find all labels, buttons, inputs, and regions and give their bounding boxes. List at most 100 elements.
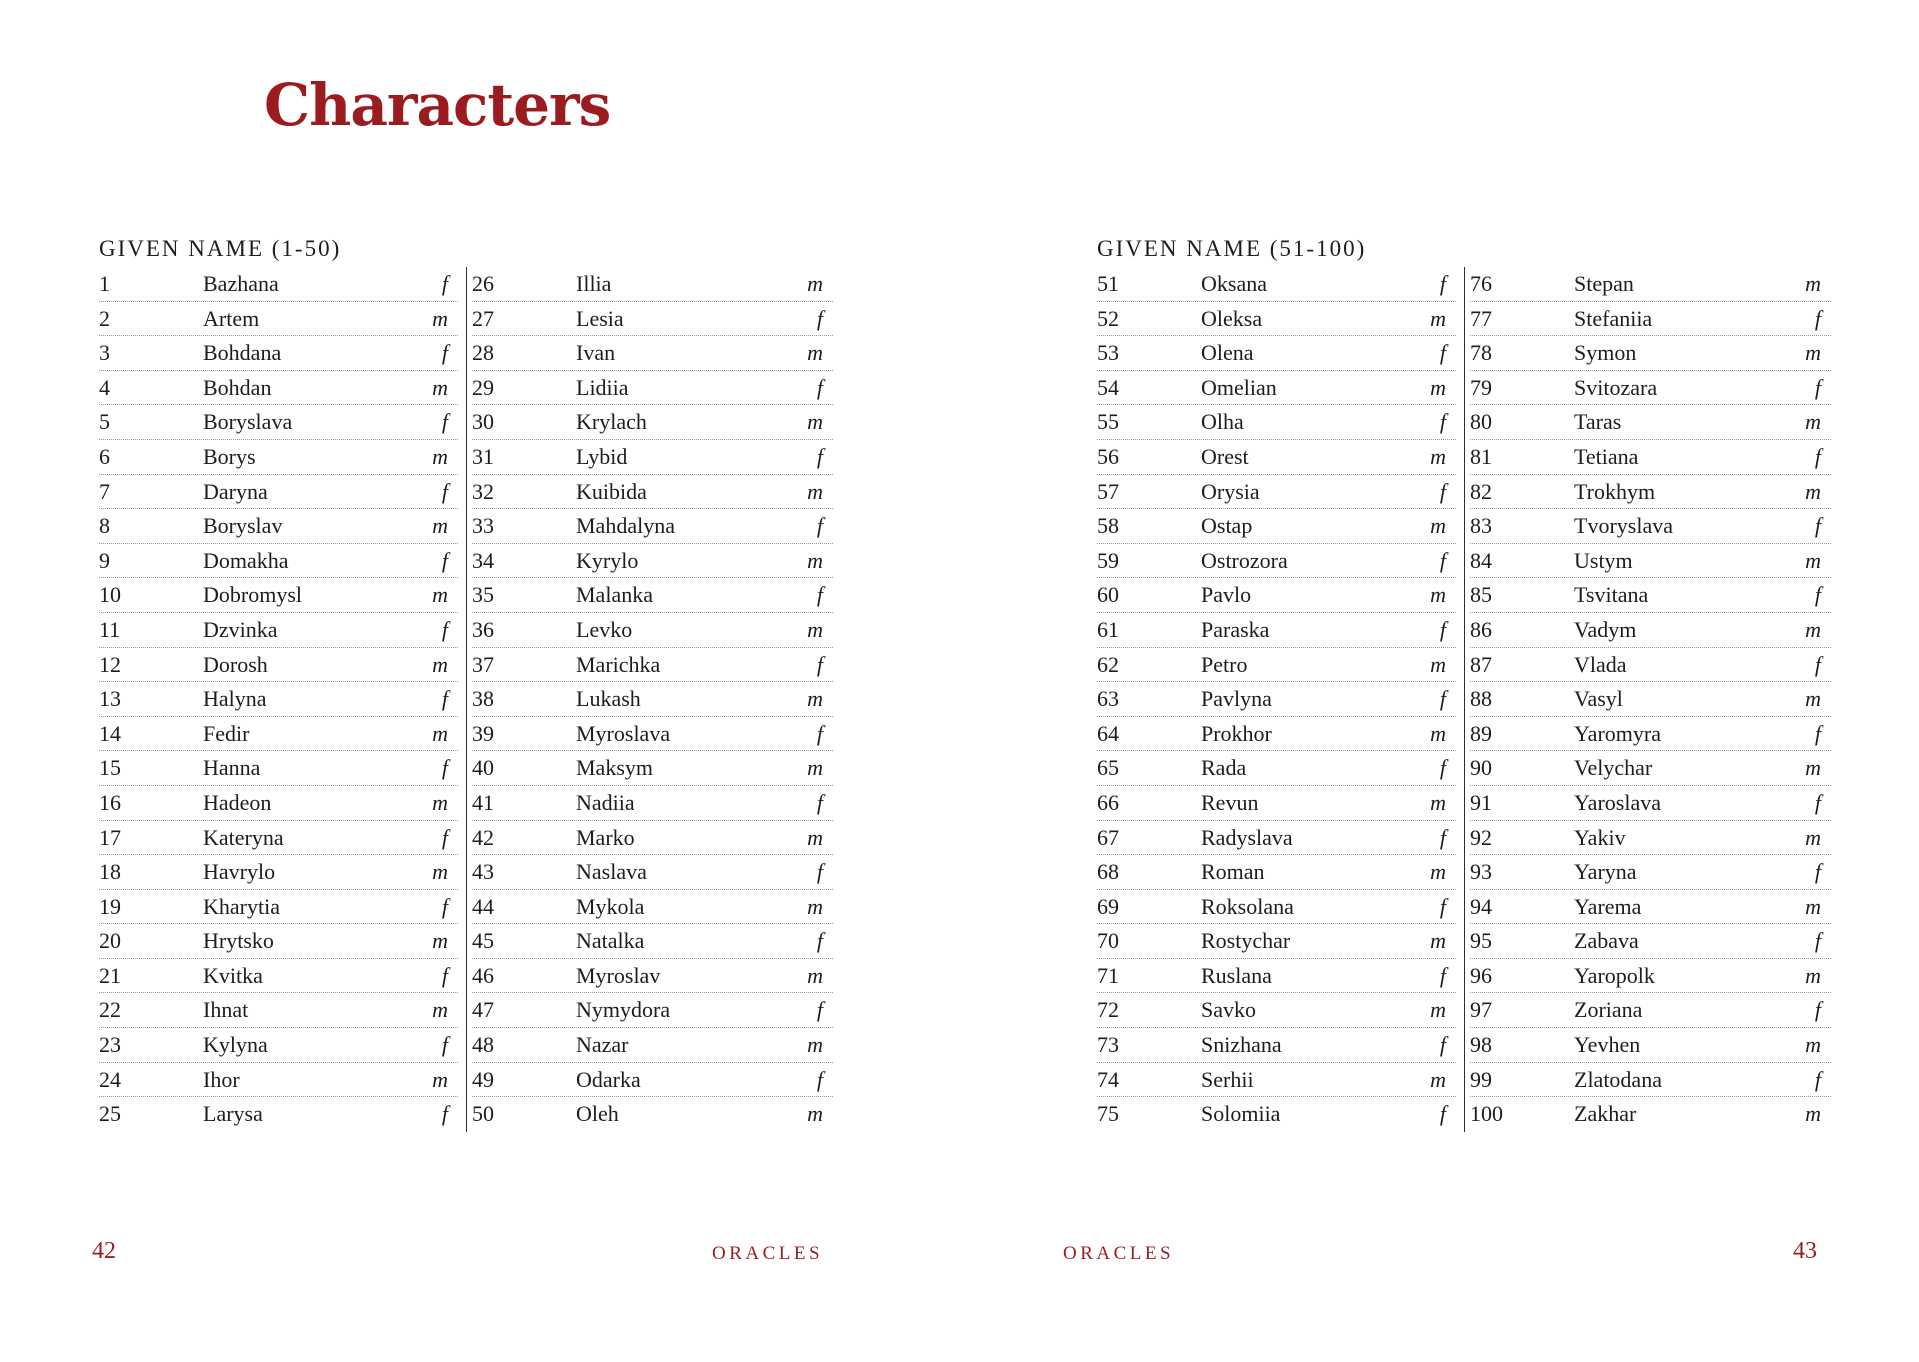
row-name: Kharytia — [203, 893, 280, 919]
row-number: 58 — [1097, 513, 1119, 539]
table-row: 4 Bohdan m — [99, 371, 458, 406]
row-number: 56 — [1097, 443, 1119, 469]
row-gender: m — [1430, 789, 1446, 815]
row-number: 32 — [472, 478, 494, 504]
row-gender: m — [1430, 651, 1446, 677]
table-row: 97 Zoriana f — [1470, 993, 1831, 1029]
row-number: 1 — [99, 271, 110, 296]
table-row: 34 Kyrylo m — [472, 544, 833, 579]
row-gender: m — [1805, 547, 1821, 573]
row-number: 47 — [472, 997, 494, 1023]
row-name: Ihnat — [203, 997, 249, 1023]
row-number: 30 — [472, 409, 494, 435]
row-number: 52 — [1097, 305, 1119, 331]
row-gender: m — [432, 928, 448, 954]
row-number: 80 — [1470, 409, 1492, 435]
row-number: 3 — [99, 340, 110, 366]
table-row: 35 Malanka f — [472, 578, 833, 613]
row-number: 61 — [1097, 616, 1119, 642]
row-number: 19 — [99, 893, 121, 919]
table-row: 61 Paraska f — [1097, 613, 1456, 648]
table-row: 33 Mahdalyna f — [472, 509, 833, 544]
row-number: 24 — [99, 1066, 121, 1092]
table-row: 37 Marichka f — [472, 648, 833, 683]
row-gender: f — [816, 305, 823, 331]
row-gender: f — [1814, 789, 1821, 815]
row-number: 8 — [99, 513, 110, 539]
table-row: 38 Lukash m — [472, 682, 833, 717]
table-row: 7 Daryna f — [99, 475, 458, 510]
row-name: Vlada — [1574, 651, 1627, 677]
row-name: Bazhana — [203, 271, 279, 296]
row-gender: f — [441, 616, 448, 642]
row-gender: m — [432, 374, 448, 400]
row-name: Zoriana — [1574, 997, 1643, 1023]
row-number: 13 — [99, 686, 121, 712]
row-gender: m — [1805, 824, 1821, 850]
table-row: 56 Orest m — [1097, 440, 1456, 475]
table-column-26-50: 26 Illia m 27 Lesia f 28 Ivan m 29 Lidiia f 30 Krylac… — [466, 267, 833, 1132]
table-row: 99 Zlatodana f — [1470, 1063, 1831, 1098]
table-row: 89 Yaromyra f — [1470, 717, 1831, 752]
table-row: 49 Odarka f — [472, 1063, 833, 1098]
row-name: Domakha — [203, 547, 289, 573]
row-gender: m — [1430, 513, 1446, 539]
row-name: Yaryna — [1574, 859, 1637, 885]
row-gender: m — [432, 651, 448, 677]
table-row: 45 Natalka f — [472, 924, 833, 959]
row-number: 51 — [1097, 271, 1119, 296]
table-row: 28 Ivan m — [472, 336, 833, 371]
row-name: Olha — [1201, 409, 1244, 435]
row-gender: m — [432, 720, 448, 746]
row-number: 15 — [99, 755, 121, 781]
table-row: 5 Boryslava f — [99, 405, 458, 440]
row-gender: m — [807, 893, 823, 919]
row-gender: m — [807, 616, 823, 642]
row-gender: f — [441, 547, 448, 573]
table-row: 82 Trokhym m — [1470, 475, 1831, 510]
table-row: 57 Orysia f — [1097, 475, 1456, 510]
table-column-76-100: 76 Stepan m 77 Stefaniia f 78 Symon m 79 Svitozara… — [1464, 267, 1831, 1132]
table-row: 90 Velychar m — [1470, 751, 1831, 786]
table-column-51-75: 51 Oksana f 52 Oleksa m 53 Olena f 54 Omelian m 55 Ol… — [1097, 267, 1456, 1132]
table-row: 8 Boryslav m — [99, 509, 458, 544]
row-name: Marko — [576, 824, 635, 850]
table-row: 41 Nadiia f — [472, 786, 833, 821]
table-row: 16 Hadeon m — [99, 786, 458, 821]
row-gender: m — [432, 513, 448, 539]
row-gender: m — [807, 409, 823, 435]
running-footer-right: ORACLES — [1063, 1243, 1175, 1264]
row-name: Trokhym — [1574, 478, 1656, 504]
row-name: Rada — [1201, 755, 1247, 781]
row-number: 42 — [472, 824, 494, 850]
row-name: Myroslav — [576, 962, 661, 988]
row-gender: m — [1430, 928, 1446, 954]
row-gender: f — [1439, 824, 1446, 850]
row-name: Maksym — [576, 755, 653, 781]
table-row: 3 Bohdana f — [99, 336, 458, 371]
row-gender: f — [441, 478, 448, 504]
table-row: 23 Kylyna f — [99, 1028, 458, 1063]
row-number: 89 — [1470, 720, 1492, 746]
row-gender: m — [432, 582, 448, 608]
table-row: 91 Yaroslava f — [1470, 786, 1831, 821]
row-number: 53 — [1097, 340, 1119, 366]
table-row: 25 Larysa f — [99, 1097, 458, 1132]
row-number: 88 — [1470, 686, 1492, 712]
table-row: 75 Solomiia f — [1097, 1097, 1456, 1132]
row-number: 26 — [472, 271, 494, 296]
row-gender: m — [1430, 1066, 1446, 1092]
table-row: 1 Bazhana f — [99, 267, 458, 302]
row-name: Kateryna — [203, 824, 284, 850]
row-name: Velychar — [1574, 755, 1653, 781]
row-gender: f — [1439, 271, 1446, 296]
row-number: 62 — [1097, 651, 1119, 677]
row-gender: f — [816, 928, 823, 954]
row-gender: m — [1430, 582, 1446, 608]
row-gender: f — [441, 893, 448, 919]
row-number: 29 — [472, 374, 494, 400]
row-number: 76 — [1470, 271, 1492, 296]
row-name: Fedir — [203, 720, 250, 746]
row-gender: m — [1805, 616, 1821, 642]
table-row: 58 Ostap m — [1097, 509, 1456, 544]
